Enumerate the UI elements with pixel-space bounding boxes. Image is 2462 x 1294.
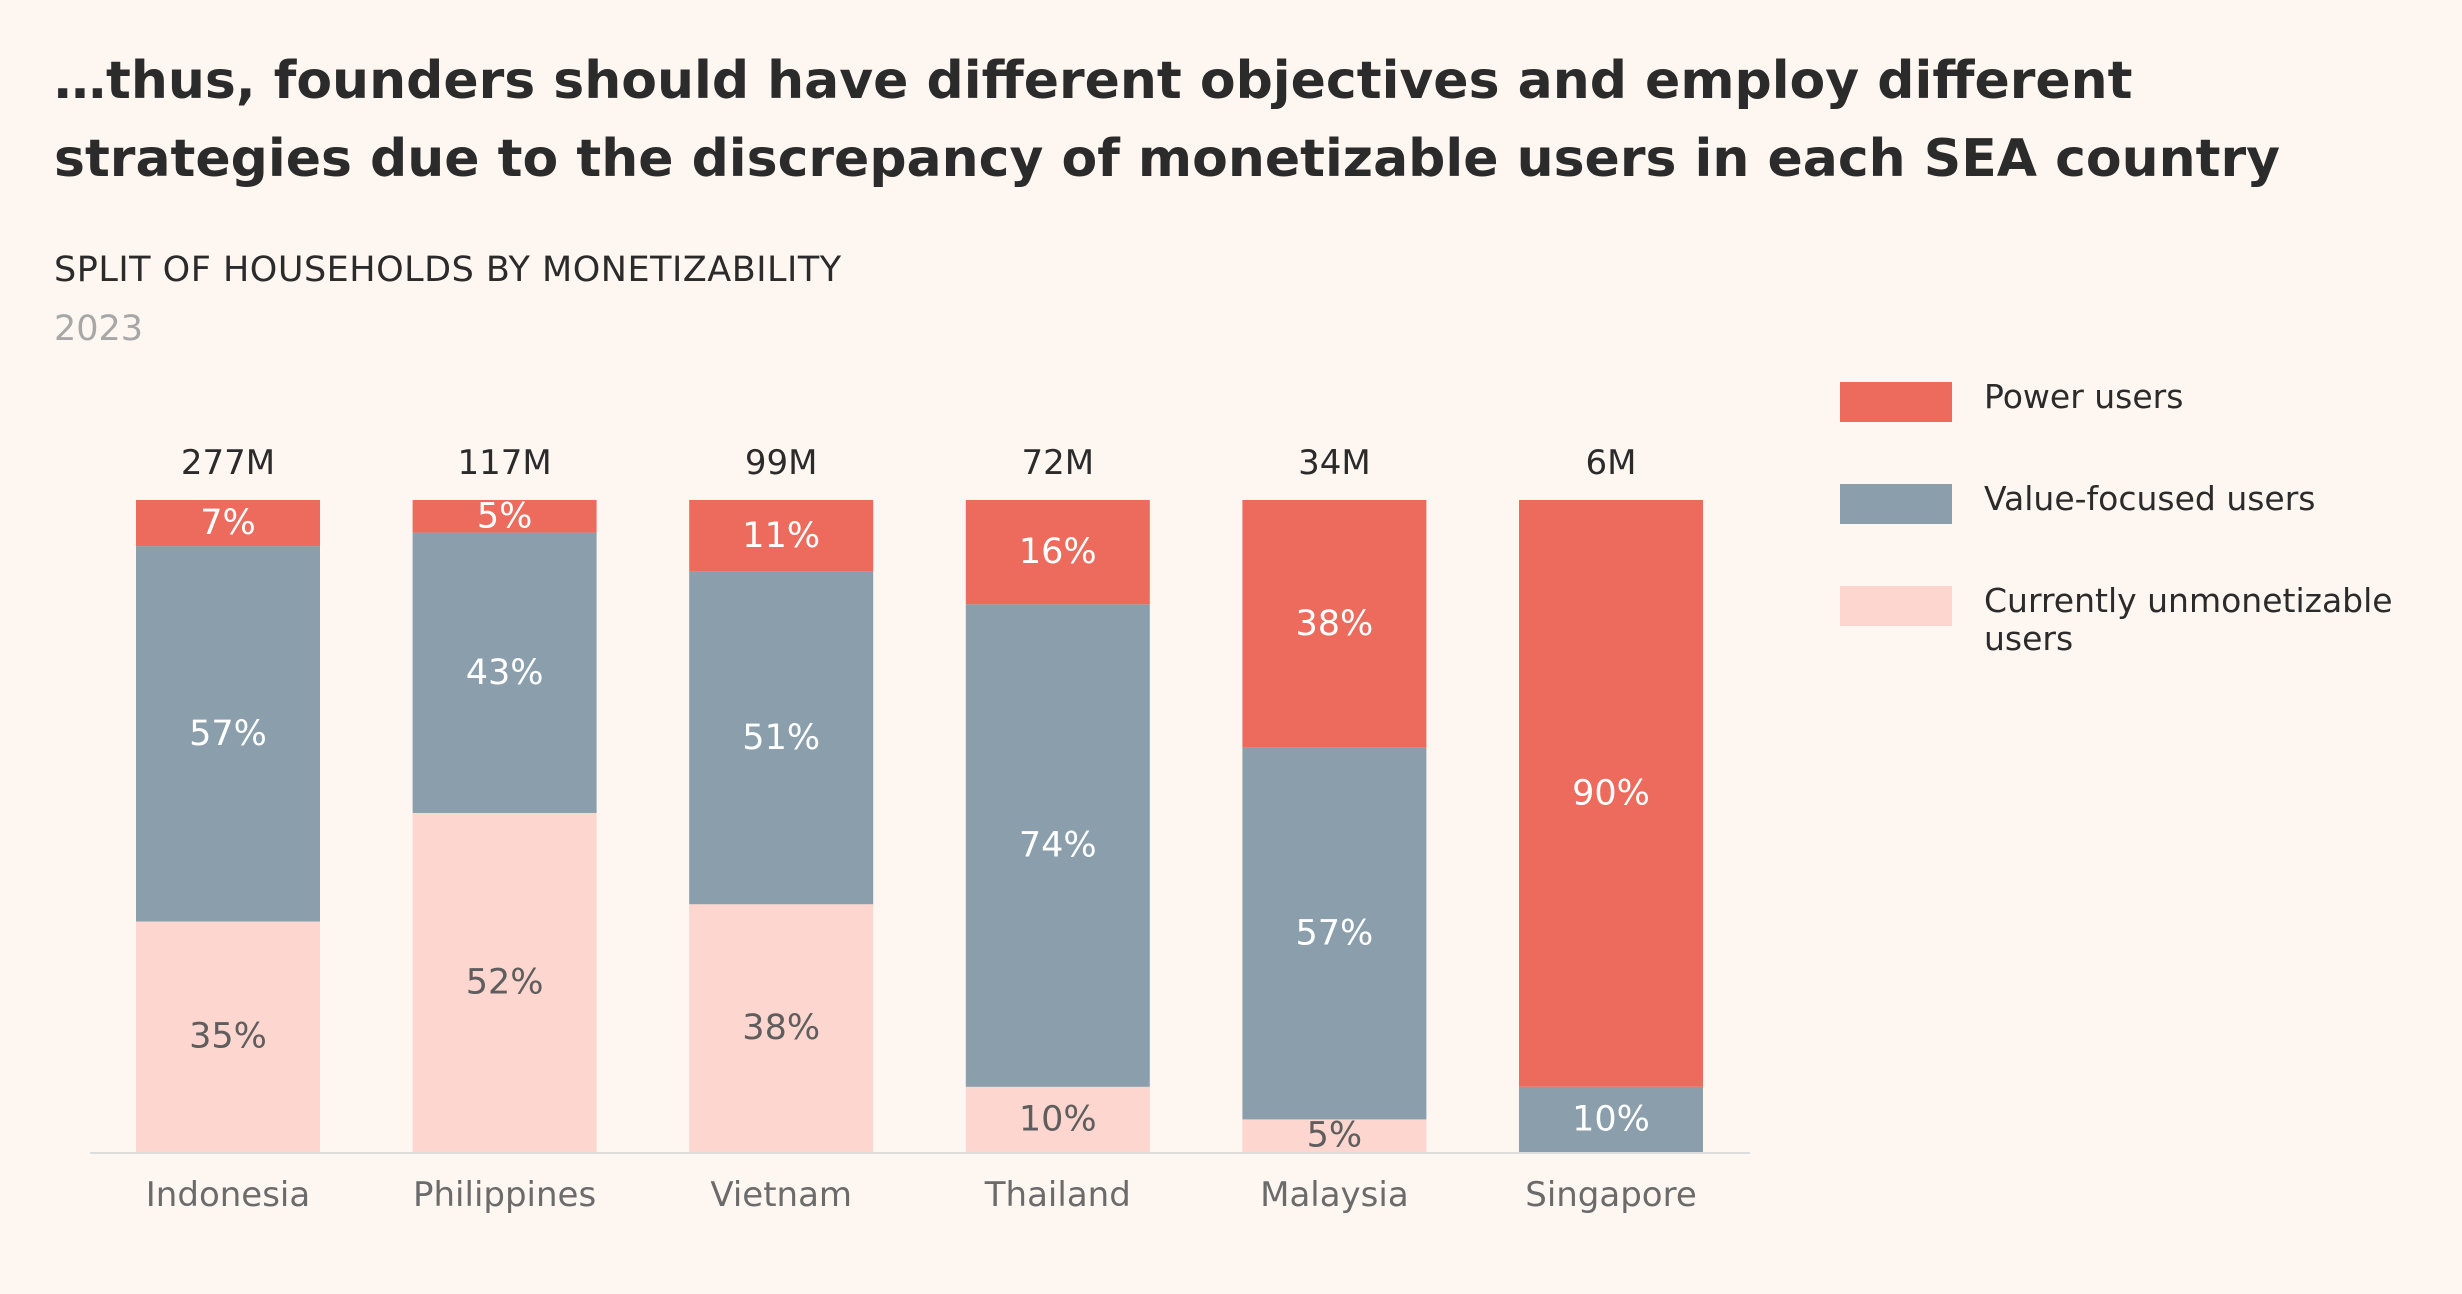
total-label-vietnam: 99M <box>745 443 818 483</box>
data-label-indonesia-value-focused-users: 57% <box>189 714 267 754</box>
data-label-vietnam-power-users: 11% <box>742 516 820 556</box>
bar-segment-vietnam-power-users <box>689 500 874 572</box>
legend-label-value-focused-users: Value-focused users <box>1984 479 2316 518</box>
data-label-thailand-power-users: 16% <box>1019 532 1097 572</box>
bar-segment-indonesia-value-focused-users <box>136 546 320 922</box>
bar-segment-malaysia-value-focused-users <box>1242 747 1427 1120</box>
chart-subtitle: SPLIT OF HOUSEHOLDS BY MONETIZABILITY <box>54 250 842 290</box>
bar-segment-thailand-value-focused-users <box>965 604 1150 1087</box>
legend-swatch-power-users <box>1840 382 1952 422</box>
legend-swatch-unmonetizable-users <box>1840 586 1952 626</box>
data-label-singapore-value-focused-users: 10% <box>1572 1099 1650 1139</box>
legend-swatch-value-focused-users <box>1840 484 1952 524</box>
data-label-malaysia-currently-unmonetizable-users: 5% <box>1307 1116 1363 1156</box>
bar-segment-thailand-power-users <box>965 500 1150 605</box>
data-label-vietnam-currently-unmonetizable-users: 38% <box>742 1008 820 1048</box>
data-label-indonesia-power-users: 7% <box>200 503 256 543</box>
category-label-thailand: Thailand <box>984 1175 1131 1215</box>
legend-label-power-users: Power users <box>1984 377 2184 416</box>
category-label-malaysia: Malaysia <box>1260 1175 1409 1215</box>
bar-segment-malaysia-power-users <box>1242 500 1427 748</box>
total-label-malaysia: 34M <box>1298 443 1371 483</box>
category-label-philippines: Philippines <box>413 1175 596 1215</box>
bar-segment-philippines-value-focused-users <box>412 532 597 813</box>
data-label-philippines-currently-unmonetizable-users: 52% <box>466 962 544 1002</box>
data-label-malaysia-power-users: 38% <box>1296 604 1374 644</box>
total-label-philippines: 117M <box>457 443 551 483</box>
bar-segment-indonesia-currently-unmonetizable-users <box>136 921 320 1152</box>
chart-year: 2023 <box>54 309 144 349</box>
bar-segment-malaysia-currently-unmonetizable-users <box>1242 1119 1427 1152</box>
data-label-indonesia-currently-unmonetizable-users: 35% <box>189 1017 267 1057</box>
data-label-vietnam-value-focused-users: 51% <box>742 718 820 758</box>
data-label-philippines-power-users: 5% <box>477 496 533 536</box>
data-label-thailand-value-focused-users: 74% <box>1019 826 1097 866</box>
bar-segment-indonesia-power-users <box>136 500 320 547</box>
page-title: …thus, founders should have different ob… <box>54 51 2281 189</box>
bar-segment-vietnam-value-focused-users <box>689 571 874 905</box>
category-label-vietnam: Vietnam <box>710 1175 852 1215</box>
bar-segment-singapore-power-users <box>1519 500 1703 1087</box>
bar-segment-singapore-value-focused-users <box>1519 1086 1703 1152</box>
total-label-indonesia: 277M <box>181 443 275 483</box>
bar-segment-thailand-currently-unmonetizable-users <box>965 1086 1150 1152</box>
total-label-thailand: 72M <box>1021 443 1094 483</box>
data-label-malaysia-value-focused-users: 57% <box>1296 914 1374 954</box>
bar-segment-vietnam-currently-unmonetizable-users <box>689 904 874 1152</box>
total-label-singapore: 6M <box>1586 443 1637 483</box>
data-label-philippines-value-focused-users: 43% <box>466 653 544 693</box>
data-label-thailand-currently-unmonetizable-users: 10% <box>1019 1099 1097 1139</box>
data-label-singapore-power-users: 90% <box>1572 773 1650 813</box>
legend-label-unmonetizable-users: Currently unmonetizable users <box>1984 581 2393 658</box>
category-label-singapore: Singapore <box>1525 1175 1697 1215</box>
category-label-indonesia: Indonesia <box>146 1175 310 1215</box>
bar-segment-philippines-power-users <box>412 500 597 533</box>
bar-segment-philippines-currently-unmonetizable-users <box>412 812 597 1152</box>
